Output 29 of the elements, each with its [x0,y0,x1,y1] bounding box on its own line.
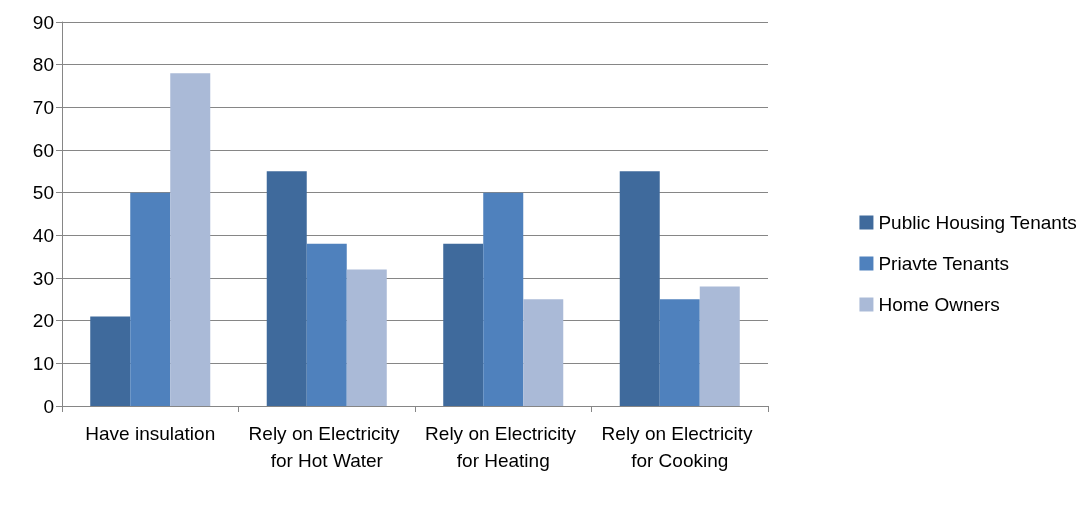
legend-label: Priavte Tenants [878,253,1010,274]
bar [266,171,307,406]
legend-label: Public Housing Tenants [878,212,1077,233]
x-tick-label: Have insulation [85,423,216,444]
x-tick-label: Rely on Electricity for Hot Water [248,423,405,471]
y-tick-label: 60 [32,139,54,161]
y-tick-label: 70 [32,96,54,118]
y-tick-label: 80 [32,54,54,76]
bar [90,316,131,406]
y-tick-label: 30 [32,267,54,289]
y-tick-label: 20 [32,310,54,332]
bar [443,243,484,406]
legend-label: Home Owners [878,294,1000,315]
x-tick-label: Rely on Electricity for Heating [425,423,582,471]
bar [699,286,740,406]
y-tick-label: 0 [43,395,54,417]
y-tick-label: 40 [32,224,54,246]
x-tick-label: Rely on Electricity for Cooking [601,423,758,471]
bar [130,192,171,406]
bar [523,299,564,406]
y-tick-label: 90 [32,11,54,33]
bar [346,269,387,406]
y-tick-label: 10 [32,352,54,374]
bar [659,299,700,406]
bar [483,192,524,406]
bar [306,243,347,406]
bar [619,171,660,406]
y-tick-label: 50 [32,182,54,204]
bar [170,73,211,406]
